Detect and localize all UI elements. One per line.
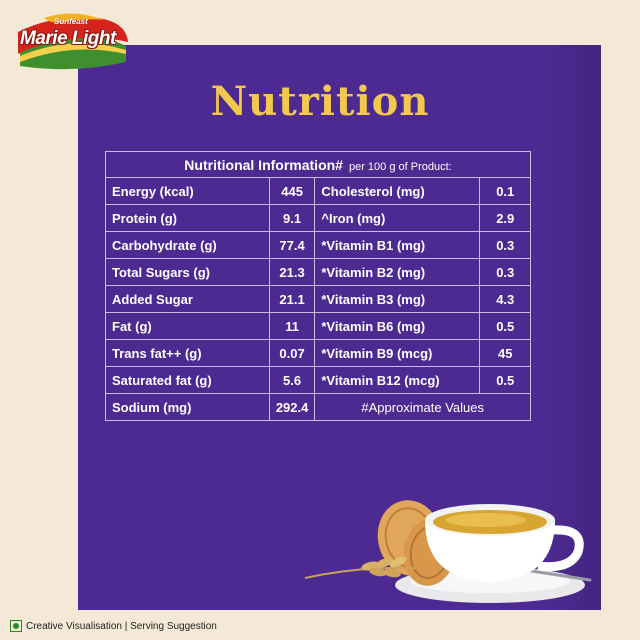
nutrient-value: 4.3 [479, 285, 531, 313]
nutrient-label: *Vitamin B2 (mg) [314, 258, 481, 286]
nutrient-value: 5.6 [268, 366, 316, 394]
nutrient-value: 45 [479, 339, 531, 367]
nutrient-label: *Vitamin B9 (mcg) [314, 339, 481, 367]
footer-note: Creative Visualisation | Serving Suggest… [10, 620, 217, 632]
table-row: Energy (kcal) 445 Cholesterol (mg) 0.1 [105, 177, 531, 205]
nutrient-value: 21.3 [268, 258, 316, 286]
nutrient-value: 0.3 [479, 258, 531, 286]
nutrient-label: Protein (g) [105, 204, 270, 232]
nutrient-value: 2.9 [479, 204, 531, 232]
nutrient-value: 0.5 [479, 312, 531, 340]
nutrient-label: Sodium (mg) [105, 393, 270, 421]
nutrient-label: *Vitamin B3 (mg) [314, 285, 481, 313]
logo-brand-text: Sunfeast [54, 17, 88, 26]
brand-logo: Sunfeast Marie Light [14, 12, 132, 76]
nutrient-value: 292.4 [268, 393, 316, 421]
page-title: Nutrition [210, 78, 430, 125]
nutrient-value: 0.5 [479, 366, 531, 394]
nutrient-label: *Vitamin B6 (mg) [314, 312, 481, 340]
nutrient-value: 77.4 [268, 231, 316, 259]
nutrient-label: *Vitamin B12 (mcg) [314, 366, 481, 394]
nutrient-value: 11 [268, 312, 316, 340]
nutrient-label: Saturated fat (g) [105, 366, 270, 394]
nutrient-value: 0.1 [479, 177, 531, 205]
table-row: Sodium (mg) 292.4 #Approximate Values [105, 393, 531, 421]
nutrient-value: 0.3 [479, 231, 531, 259]
table-row: Added Sugar 21.1 *Vitamin B3 (mg) 4.3 [105, 285, 531, 313]
table-row: Total Sugars (g) 21.3 *Vitamin B2 (mg) 0… [105, 258, 531, 286]
nutrient-label: Total Sugars (g) [105, 258, 270, 286]
table-row: Trans fat++ (g) 0.07 *Vitamin B9 (mcg) 4… [105, 339, 531, 367]
tea-cup-icon [425, 504, 584, 582]
nutrient-label: *Vitamin B1 (mg) [314, 231, 481, 259]
footer-text: Creative Visualisation | Serving Suggest… [26, 620, 217, 632]
table-header-row: Nutritional Information# per 100 g of Pro… [105, 151, 531, 178]
table-subheader: per 100 g of Product: [348, 160, 452, 173]
nutrient-value: 0.07 [268, 339, 316, 367]
nutrient-label: Energy (kcal) [105, 177, 270, 205]
approximate-values-note: #Approximate Values [314, 393, 531, 421]
nutrient-label: Fat (g) [105, 312, 270, 340]
nutrition-table: Nutritional Information# per 100 g of Pro… [105, 151, 531, 421]
table-row: Fat (g) 11 *Vitamin B6 (mg) 0.5 [105, 312, 531, 340]
nutrient-value: 445 [268, 177, 316, 205]
logo-badge-icon [18, 13, 128, 70]
table-row: Protein (g) 9.1 ^Iron (mg) 2.9 [105, 204, 531, 232]
nutrient-label: Trans fat++ (g) [105, 339, 270, 367]
nutrient-label: Cholesterol (mg) [314, 177, 481, 205]
nutrient-label: ^Iron (mg) [314, 204, 481, 232]
table-header-cell: Nutritional Information# per 100 g of Pro… [105, 151, 531, 178]
table-row: Carbohydrate (g) 77.4 *Vitamin B1 (mg) 0… [105, 231, 531, 259]
nutrient-label: Added Sugar [105, 285, 270, 313]
veg-mark-icon [10, 620, 22, 632]
wheat-icon [304, 556, 421, 579]
tea-and-biscuit-illustration [304, 500, 592, 603]
table-header: Nutritional Information# [184, 156, 343, 173]
table-row: Saturated fat (g) 5.6 *Vitamin B12 (mcg)… [105, 366, 531, 394]
nutrient-value: 21.1 [268, 285, 316, 313]
nutrient-label: Carbohydrate (g) [105, 231, 270, 259]
nutrient-value: 9.1 [268, 204, 316, 232]
logo-product-name: Marie Light [20, 28, 116, 49]
